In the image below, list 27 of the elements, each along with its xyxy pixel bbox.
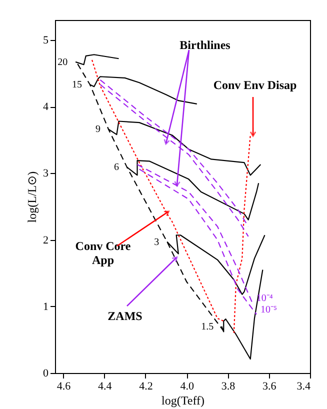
y-tick-label: 5 [43,34,49,46]
x-tick-label: 3.6 [262,380,277,392]
y-tick-label: 2 [43,234,48,246]
annotation: Conv Env Disap [213,78,297,92]
x-axis-title: log(Teff) [162,394,204,408]
y-tick-label: 4 [43,101,49,114]
annotation: Conv Core App [75,239,132,267]
x-tick-label: 4.2 [139,380,153,392]
annotation: ZAMS [108,309,143,323]
x-tick-label: 4.4 [98,380,112,392]
series-label: 1.5 [201,321,214,332]
series-label: 6 [114,162,119,174]
y-axis-title: log(L/L⊙) [25,171,39,223]
y-tick-label: 3 [43,168,49,180]
series-label: 20 [58,56,68,68]
x-tick-label: 3.4 [296,380,311,392]
annotation: Birthlines [180,38,231,52]
series-label: 15 [72,80,82,91]
x-tick-label: 4.0 [180,380,194,392]
y-tick-label: 1 [43,300,48,313]
series-label: 3 [154,236,160,248]
x-tick-label: 4.6 [56,380,72,392]
y-tick-label: 0 [43,368,49,380]
series-label: 9 [95,124,100,136]
x-tick-label: 3.8 [221,380,236,392]
line-series [89,76,198,104]
series-label: 10⁻⁵ [260,304,278,316]
